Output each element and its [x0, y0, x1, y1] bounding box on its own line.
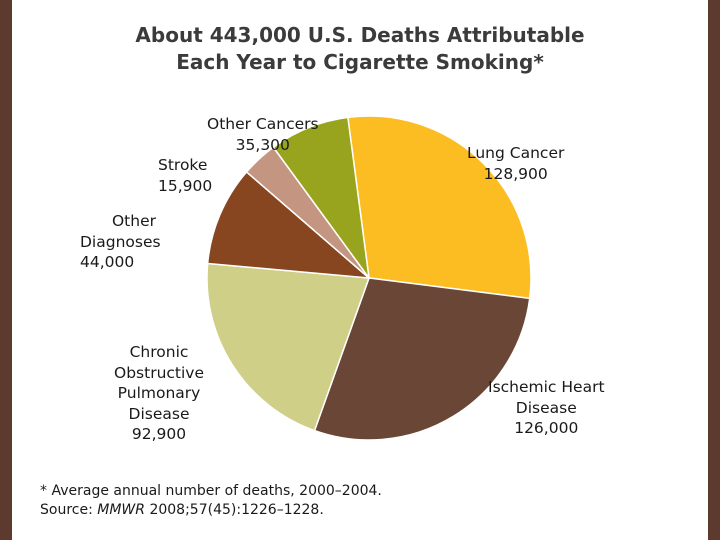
label-other-diagnoses-value: 44,000: [80, 253, 135, 271]
label-ischemic-line-1: Ischemic Heart: [488, 378, 605, 396]
slide: About 443,000 U.S. Deaths Attributable E…: [12, 0, 708, 540]
slice-copd: [206, 262, 371, 432]
footnote-line-1: * Average annual number of deaths, 2000–…: [40, 483, 382, 499]
label-lung-cancer-name: Lung Cancer: [467, 144, 565, 162]
label-copd-line-1: Chronic: [129, 343, 189, 361]
chart-title-line-1: About 443,000 U.S. Deaths Attributable: [135, 23, 585, 47]
label-stroke-value: 15,900: [158, 176, 213, 195]
label-other-cancers: Other Cancers 35,300: [207, 114, 319, 155]
slice-other-diagnoses: [206, 170, 372, 279]
label-other-cancers-value: 35,300: [235, 135, 290, 154]
chart-title-line-2: Each Year to Cigarette Smoking*: [176, 50, 544, 74]
label-copd: Chronic Obstructive Pulmonary Disease 92…: [114, 342, 204, 445]
footnote-source: Source: MMWR 2008;57(45):1226–1228.: [40, 501, 382, 520]
chart-title: About 443,000 U.S. Deaths Attributable E…: [12, 22, 708, 76]
label-other-diagnoses: Other Diagnoses 44,000: [80, 211, 188, 273]
label-copd-line-3: Pulmonary: [117, 384, 201, 402]
source-journal: MMWR: [97, 502, 145, 518]
slice-ischemic-heart-disease: [313, 277, 531, 441]
label-ischemic-heart-disease: Ischemic Heart Disease 126,000: [488, 377, 605, 439]
label-copd-line-4: Disease: [128, 404, 190, 423]
label-lung-cancer-value: 128,900: [483, 164, 548, 183]
slice-lung-cancer: [347, 115, 532, 300]
label-other-cancers-name: Other Cancers: [207, 115, 319, 133]
source-prefix: Source:: [40, 502, 98, 518]
pie-chart: [206, 115, 532, 441]
label-other-diagnoses-line-2: Diagnoses: [80, 232, 161, 251]
label-stroke-name: Stroke: [158, 156, 208, 174]
label-copd-line-2: Obstructive: [114, 363, 205, 382]
label-ischemic-line-2: Disease: [515, 398, 577, 417]
label-stroke: Stroke 15,900: [158, 155, 212, 196]
label-ischemic-value: 126,000: [514, 419, 579, 437]
slice-other-cancers: [272, 116, 370, 279]
source-citation: 2008;57(45):1226–1228.: [145, 502, 324, 518]
label-copd-value: 92,900: [131, 425, 187, 443]
label-other-diagnoses-line-1: Other: [111, 212, 156, 230]
label-lung-cancer: Lung Cancer 128,900: [467, 143, 564, 184]
footnote: * Average annual number of deaths, 2000–…: [40, 482, 382, 520]
